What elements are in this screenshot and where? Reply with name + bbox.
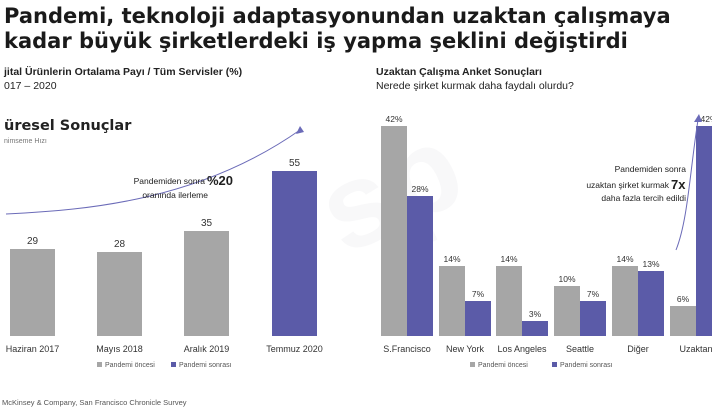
left-bar-value-label-3: 55	[289, 158, 301, 169]
right-bar-2-1	[522, 321, 548, 336]
right-legend-swatch-after	[552, 362, 557, 367]
right-bar-4-0	[612, 266, 638, 336]
left-section-subtitle: nimseme Hızı	[4, 138, 47, 145]
left-trend-arrow	[5, 129, 301, 215]
right-bar-value-label-3-0: 10%	[558, 274, 575, 284]
right-bar-3-0	[554, 286, 580, 336]
left-legend-swatch-before	[97, 362, 102, 367]
left-bar-3	[272, 171, 317, 336]
right-bar-1-0	[439, 266, 465, 336]
right-annotation-highlight: 7x	[671, 177, 686, 192]
right-bar-value-label-2-1: 3%	[529, 309, 542, 319]
left-bar-0	[10, 249, 55, 336]
source-note: McKinsey & Company, San Francisco Chroni…	[2, 398, 187, 407]
left-category-label-0: Haziran 2017	[6, 344, 60, 354]
right-category-label-1: New York	[446, 344, 485, 354]
left-section-title: üresel Sonuçlar	[4, 118, 132, 134]
left-legend-swatch-after	[171, 362, 176, 367]
right-bar-value-label-5-0: 6%	[677, 294, 690, 304]
left-chart-title: jital Ürünlerin Ortalama Payı / Tüm Serv…	[4, 66, 243, 78]
right-chart-title: Uzaktan Çalışma Anket Sonuçları	[376, 66, 542, 78]
left-chart-period: 017 – 2020	[4, 80, 57, 92]
left-bar-2	[184, 231, 229, 336]
right-bar-0-0	[381, 126, 407, 336]
left-bar-value-label-0: 29	[27, 236, 39, 247]
left-annotation-highlight: %20	[207, 173, 233, 188]
left-bar-chart: 29 Haziran 2017 28 Mayıs 2018 35 Aralık 2019 5…	[6, 158, 323, 369]
right-annotation-line3: daha fazla tercih edildi	[601, 193, 686, 203]
right-category-label-5: Uzaktan	[679, 344, 712, 354]
right-bar-value-label-4-0: 14%	[616, 254, 633, 264]
left-trend-arrowhead	[296, 126, 304, 134]
right-bar-chart: 42% 28% S.Francisco 14% 7% New York 14% 3% Los A…	[381, 114, 712, 369]
headline-line-2: kadar büyük şirketlerdeki iş yapma şekli…	[4, 29, 628, 53]
right-category-label-0: S.Francisco	[383, 344, 431, 354]
left-legend-label-after: Pandemi sonrası	[179, 362, 232, 369]
right-bar-value-label-5-1: 42%	[700, 114, 712, 124]
left-annotation-prefix: Pandemiden sonra	[134, 176, 206, 186]
left-category-label-3: Temmuz 2020	[266, 344, 323, 354]
right-bar-value-label-1-0: 14%	[443, 254, 460, 264]
left-bar-value-label-2: 35	[201, 218, 213, 229]
right-bar-value-label-0-0: 42%	[385, 114, 402, 124]
left-bar-1	[97, 252, 142, 336]
right-chart-question: Nerede şirket kurmak daha faydalı olurdu…	[376, 80, 574, 92]
right-trend-arrow	[675, 119, 699, 251]
right-annotation-line2: uzaktan şirket kurmak	[586, 180, 669, 190]
right-category-label-2: Los Angeles	[497, 344, 547, 354]
right-bar-1-1	[465, 301, 491, 336]
left-category-label-2: Aralık 2019	[184, 344, 230, 354]
right-bar-5-1	[696, 126, 712, 336]
right-annotation-line1: Pandemiden sonra	[615, 164, 687, 174]
right-bar-value-label-4-1: 13%	[642, 259, 659, 269]
right-bar-value-label-1-1: 7%	[472, 289, 485, 299]
right-legend-label-before: Pandemi öncesi	[478, 362, 528, 369]
left-category-label-1: Mayıs 2018	[96, 344, 143, 354]
headline-line-1: Pandemi, teknoloji adaptasyonundan uzakt…	[4, 4, 671, 28]
left-bar-value-label-1: 28	[114, 239, 126, 250]
right-category-label-3: Seattle	[566, 344, 594, 354]
right-bar-3-1	[580, 301, 606, 336]
right-bar-5-0	[670, 306, 696, 336]
left-legend-label-before: Pandemi öncesi	[105, 362, 155, 369]
right-legend-swatch-before	[470, 362, 475, 367]
right-trend-arrowhead	[694, 114, 702, 122]
left-annotation-line2: oranında ilerleme	[142, 190, 208, 200]
right-bar-0-1	[407, 196, 433, 336]
right-bar-value-label-3-1: 7%	[587, 289, 600, 299]
right-bar-2-0	[496, 266, 522, 336]
right-legend-label-after: Pandemi sonrası	[560, 362, 613, 369]
right-bar-4-1	[638, 271, 664, 336]
right-bar-value-label-0-1: 28%	[411, 184, 428, 194]
right-category-label-4: Diğer	[627, 344, 649, 354]
right-bar-value-label-2-0: 14%	[500, 254, 517, 264]
